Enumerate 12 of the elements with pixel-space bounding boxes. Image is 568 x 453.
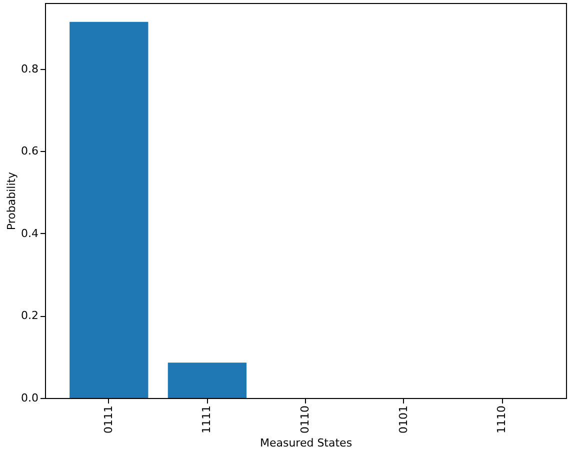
y-tick-label: 0.4 — [21, 226, 38, 240]
x-tick-label: 1111 — [200, 406, 214, 434]
x-tick-label: 0111 — [102, 406, 115, 434]
x-axis-title: Measured States — [260, 436, 352, 450]
y-axis-title: Probability — [5, 171, 18, 230]
x-tick-label: 1110 — [495, 406, 508, 434]
y-tick-label: 0.2 — [21, 309, 38, 322]
y-tick-label: 0.6 — [21, 144, 38, 158]
y-tick-label: 0.0 — [21, 392, 38, 404]
x-tick-label: 0110 — [298, 406, 312, 434]
x-tick-label: 0101 — [396, 406, 410, 434]
y-tick-label: 0.8 — [21, 62, 38, 76]
